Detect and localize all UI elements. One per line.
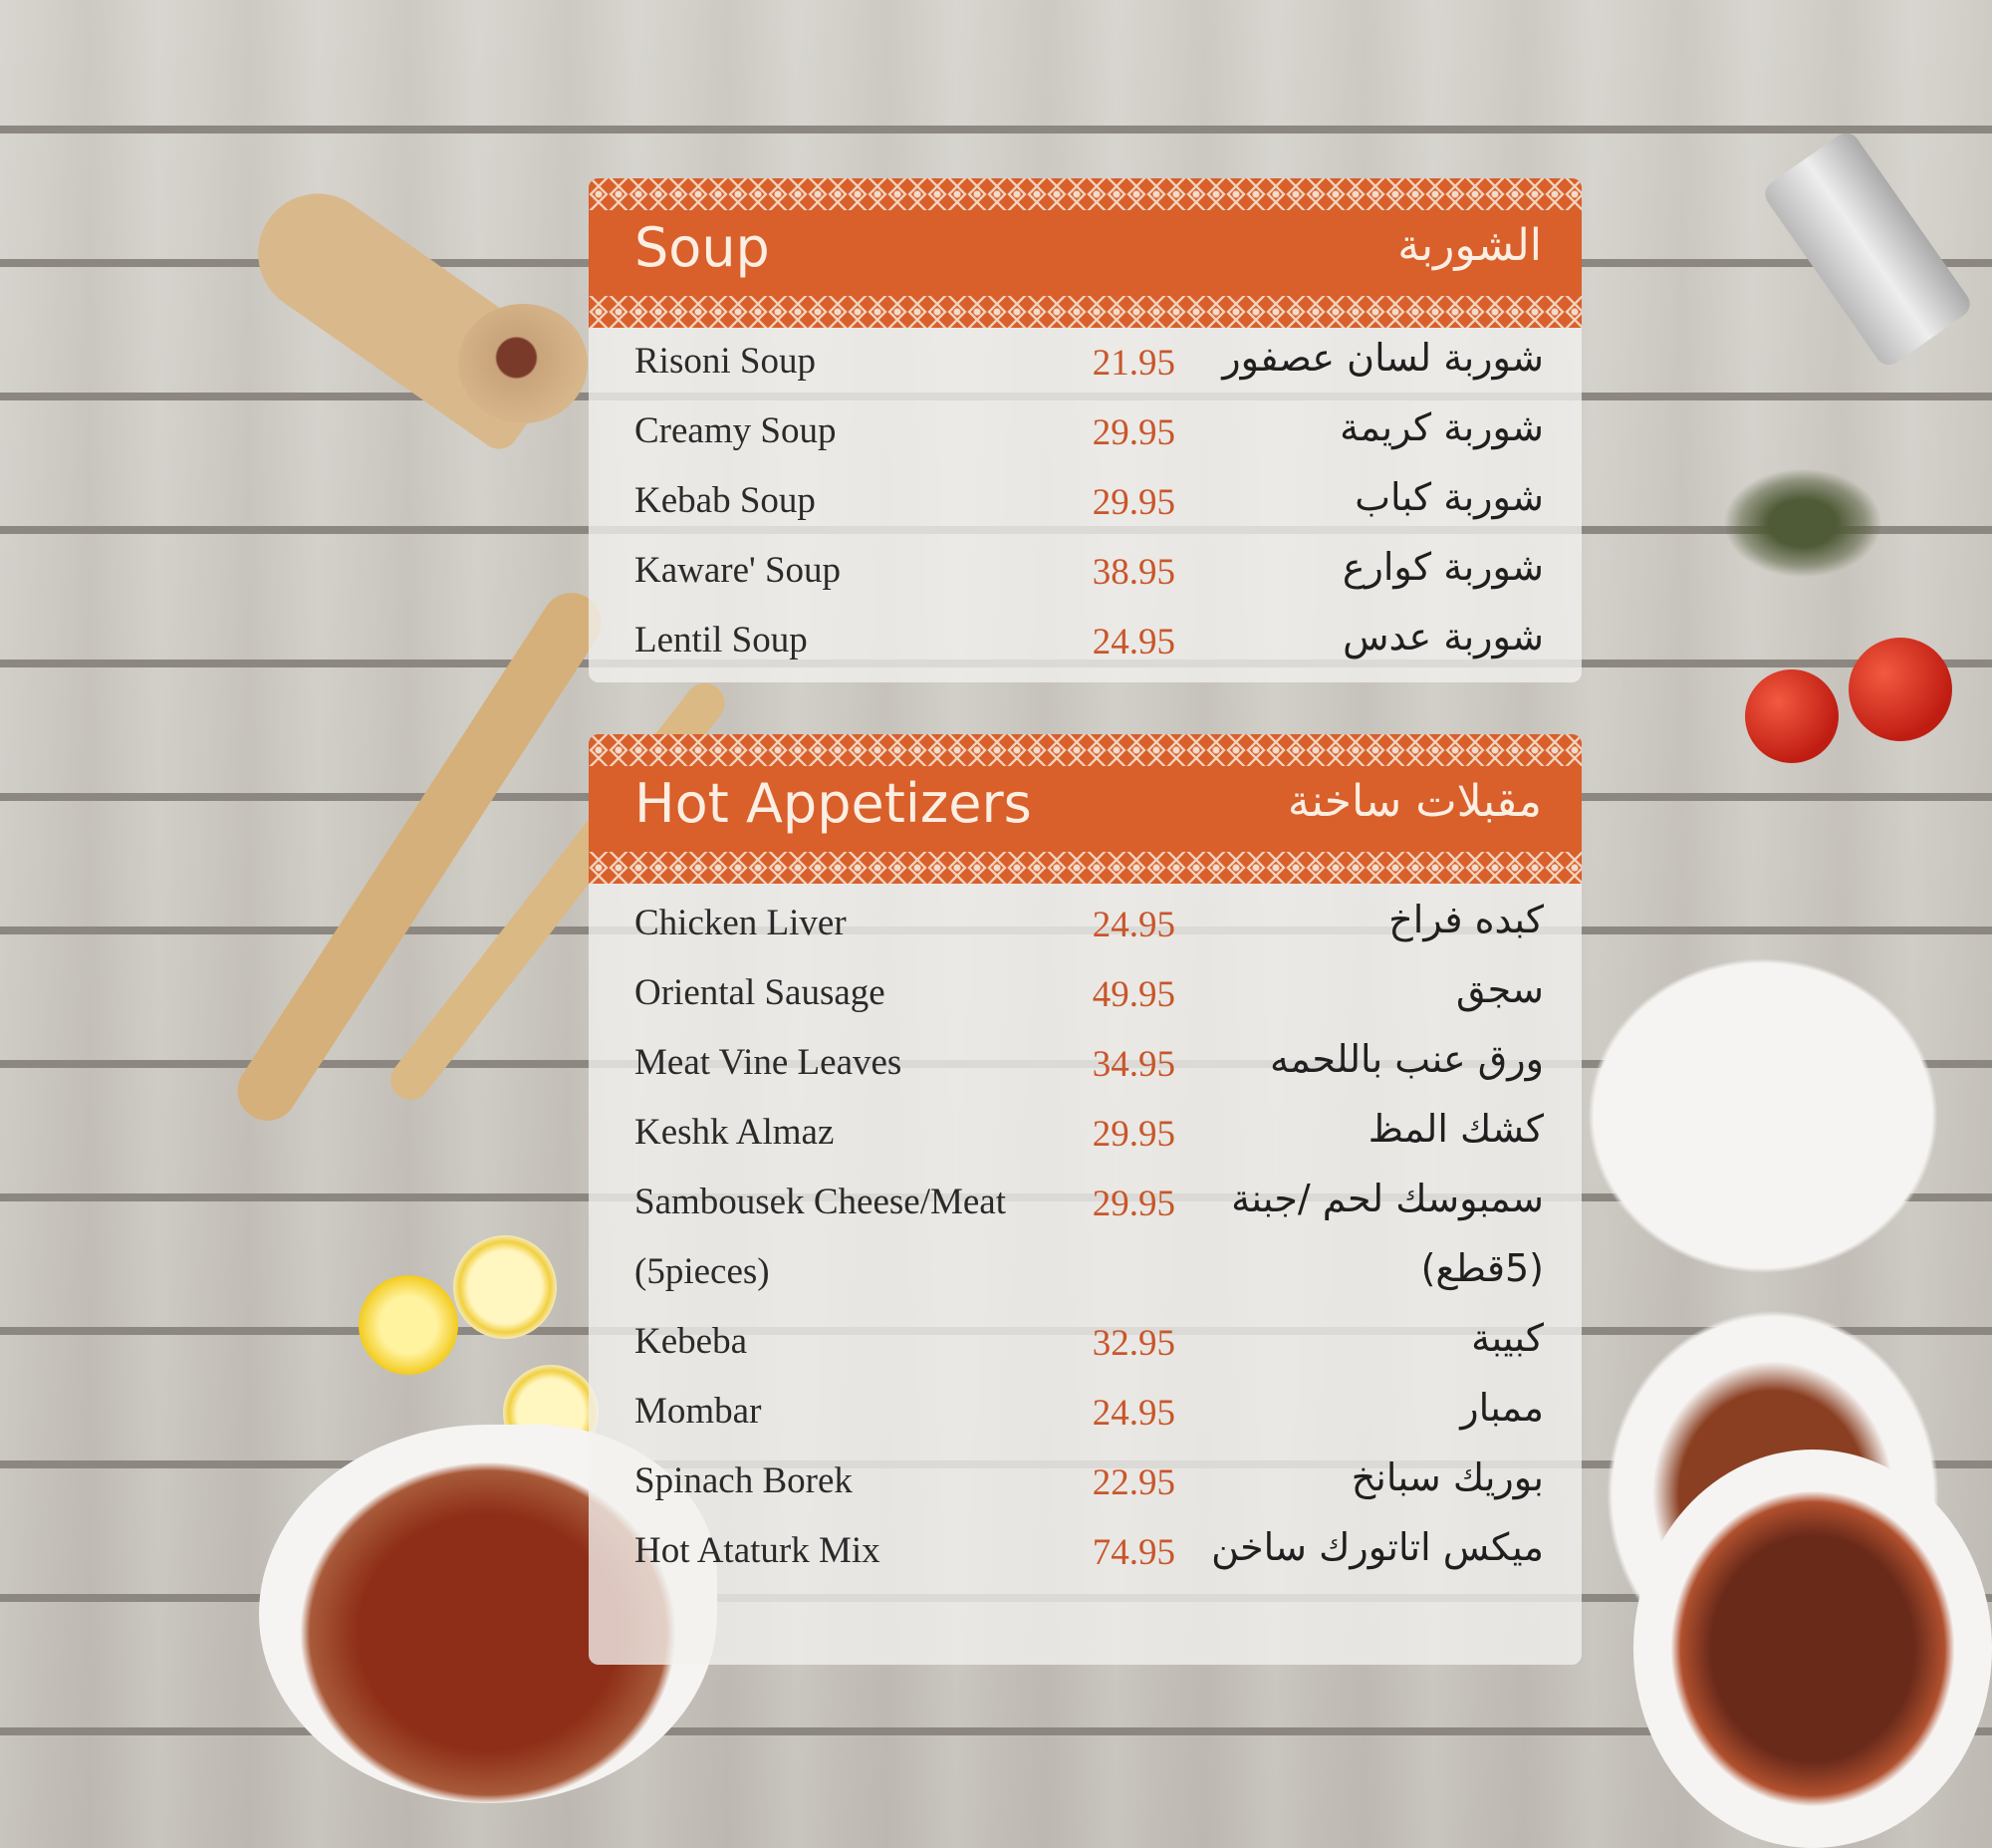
item-name-ar: (5قطع) [1420, 1246, 1544, 1290]
item-name-ar: سجق [1455, 967, 1544, 1011]
item-price: 38.95 [1092, 552, 1175, 593]
herbs-image [1723, 468, 1882, 578]
tomato-image [1849, 638, 1952, 741]
lemon-image [453, 1235, 557, 1339]
item-name-ar: كشك المظ [1368, 1107, 1544, 1151]
item-name-en: Kebeba [634, 1321, 747, 1362]
item-price: 21.95 [1092, 343, 1175, 384]
item-price: 49.95 [1092, 974, 1175, 1015]
item-name-ar: ميكس اتاتورك ساخن [1211, 1525, 1544, 1569]
menu-item: Mombar 24.95 ممبار [589, 1384, 1582, 1444]
ornament-border [589, 296, 1582, 328]
item-price: 24.95 [1092, 622, 1175, 662]
menu-item: Kebab Soup 29.95 شوربة كباب [589, 473, 1582, 533]
item-price: 74.95 [1092, 1532, 1175, 1573]
item-name-ar: شوربة لسان عصفور [1222, 336, 1544, 380]
lemon-image [359, 1275, 458, 1375]
item-name-en: Meat Vine Leaves [634, 1042, 902, 1083]
menu-item: (5pieces) (5قطع) [589, 1244, 1582, 1304]
pepper-scoop-image [458, 304, 588, 423]
menu-item: Sambousek Cheese/Meat 29.95 سمبوسك لحم /جب… [589, 1175, 1582, 1234]
menu-item: Oriental Sausage 49.95 سجق [589, 965, 1582, 1025]
item-name-ar: شوربة كوارع [1342, 545, 1544, 589]
menu-item: Risoni Soup 21.95 شوربة لسان عصفور [589, 334, 1582, 394]
item-price: 29.95 [1092, 412, 1175, 453]
item-name-en: Kaware' Soup [634, 550, 842, 591]
item-name-en: Risoni Soup [634, 341, 816, 382]
menu-item: Creamy Soup 29.95 شوربة كريمة [589, 403, 1582, 463]
item-name-en: Lentil Soup [634, 620, 808, 660]
menu-item: Keshk Almaz 29.95 كشك المظ [589, 1105, 1582, 1165]
menu-item: Spinach Borek 22.95 بوريك سبانخ [589, 1453, 1582, 1513]
item-name-ar: شوربة كباب [1355, 475, 1544, 519]
item-name-en: Hot Ataturk Mix [634, 1530, 880, 1571]
ornament-border [589, 178, 1582, 210]
salt-shaker-image [1759, 128, 1976, 371]
soup-section: Soup الشوربة Risoni Soup 21.95 شوربة لسان … [589, 178, 1582, 682]
menu-item: Lentil Soup 24.95 شوربة عدس [589, 613, 1582, 672]
stew-bowl-image [1633, 1450, 1992, 1848]
item-name-en: Sambousek Cheese/Meat [634, 1182, 1006, 1222]
item-name-en: Keshk Almaz [634, 1112, 835, 1153]
section-header: Soup الشوربة [589, 178, 1582, 328]
item-price: 24.95 [1092, 905, 1175, 945]
item-name-en: Chicken Liver [634, 903, 847, 943]
item-price: 32.95 [1092, 1323, 1175, 1364]
item-price: 24.95 [1092, 1393, 1175, 1434]
section-title-ar: الشوربة [1397, 220, 1542, 271]
item-name-ar: بوريك سبانخ [1351, 1455, 1544, 1499]
item-name-en: Kebab Soup [634, 480, 816, 521]
menu-item: Chicken Liver 24.95 كبده فراخ [589, 896, 1582, 955]
hot-appetizers-section: Hot Appetizers مقبلات ساخنة Chicken Live… [589, 734, 1582, 1665]
item-name-ar: كبده فراخ [1388, 898, 1544, 941]
item-name-ar: شوربة عدس [1343, 615, 1544, 659]
section-title-en: Soup [634, 216, 770, 279]
menu-item: Kebeba 32.95 كبيبة [589, 1314, 1582, 1374]
tomato-image [1745, 669, 1839, 763]
item-name-ar: كبيبة [1471, 1316, 1544, 1360]
menu-item: Kaware' Soup 38.95 شوربة كوارع [589, 543, 1582, 603]
menu-item: Hot Ataturk Mix 74.95 ميكس اتاتورك ساخن [589, 1523, 1582, 1583]
kibbeh-plate-image [1564, 936, 1962, 1295]
item-price: 29.95 [1092, 1184, 1175, 1224]
item-name-en: Oriental Sausage [634, 972, 885, 1013]
item-name-ar: ممبار [1460, 1386, 1544, 1430]
item-name-en: Creamy Soup [634, 410, 837, 451]
item-name-ar: شوربة كريمة [1340, 405, 1544, 449]
item-name-en: Spinach Borek [634, 1460, 853, 1501]
item-price: 29.95 [1092, 482, 1175, 523]
section-header: Hot Appetizers مقبلات ساخنة [589, 734, 1582, 884]
item-name-ar: سمبوسك لحم /جبنة [1231, 1177, 1544, 1220]
item-name-ar: ورق عنب باللحمه [1270, 1037, 1544, 1081]
section-title-en: Hot Appetizers [634, 772, 1032, 835]
section-title-ar: مقبلات ساخنة [1287, 776, 1542, 827]
item-name-en: (5pieces) [634, 1251, 770, 1292]
ornament-border [589, 852, 1582, 884]
item-name-en: Mombar [634, 1391, 762, 1432]
item-price: 29.95 [1092, 1114, 1175, 1155]
ornament-border [589, 734, 1582, 766]
menu-item: Meat Vine Leaves 34.95 ورق عنب باللحمه [589, 1035, 1582, 1095]
item-price: 22.95 [1092, 1462, 1175, 1503]
item-price: 34.95 [1092, 1044, 1175, 1085]
